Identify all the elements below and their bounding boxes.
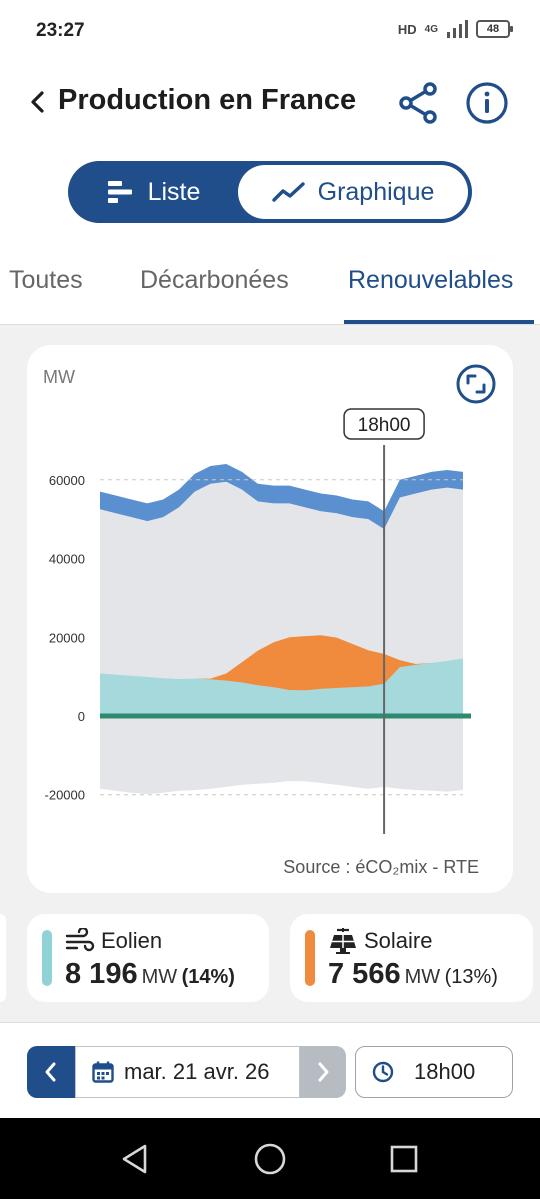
solaire-unit: MW	[404, 966, 441, 988]
line-chart-icon	[271, 182, 305, 202]
chart-view-button[interactable]: Graphique	[238, 165, 468, 219]
tab-decarbonees[interactable]: Décarbonées	[140, 266, 289, 294]
list-icon	[107, 181, 132, 203]
list-view-button[interactable]: Liste	[68, 161, 238, 223]
date-picker[interactable]: mar. 21 avr. 26	[75, 1046, 300, 1098]
back-arrow-icon[interactable]	[24, 88, 52, 116]
chart-view-label: Graphique	[317, 177, 435, 206]
chevron-right-icon	[318, 1062, 329, 1082]
calendar-icon	[92, 1061, 114, 1083]
chart-y-ticks: 60000 40000 20000 0 -20000	[45, 473, 85, 803]
eolien-percent: (14%)	[181, 966, 235, 988]
y-tick-label: 60000	[49, 473, 85, 488]
wind-icon	[65, 928, 95, 952]
next-day-button[interactable]	[300, 1046, 346, 1098]
system-navigation-bar	[0, 1118, 540, 1199]
chevron-left-icon	[45, 1062, 56, 1082]
active-tab-indicator	[344, 320, 534, 324]
stat-card-solaire[interactable]: Solaire 7 566 MW (13%)	[290, 914, 533, 1002]
solaire-name: Solaire	[364, 928, 433, 953]
time-cursor-label-box	[343, 408, 425, 440]
selected-time: 18h00	[414, 1059, 476, 1084]
network-label: HD	[397, 21, 417, 37]
tab-renouvelables[interactable]: Renouvelables	[348, 266, 514, 294]
eolien-value-line: 8 196 MW (14%)	[65, 958, 235, 991]
solaire-percent: (13%)	[444, 966, 498, 988]
nav-home-icon[interactable]	[252, 1141, 288, 1177]
data-source-label: Source : éCO₂mix - RTE	[283, 857, 479, 877]
chart-card: MW 60000 40000 20000 0 -20000 18h00 Source :…	[27, 345, 513, 893]
date-navigation-bar: mar. 21 avr. 26 18h00	[0, 1022, 540, 1118]
view-toggle: Liste Graphique	[68, 161, 472, 223]
time-cursor-label: 18h00	[358, 415, 411, 436]
page-title: Production en France	[58, 84, 357, 116]
main-content: MW 60000 40000 20000 0 -20000 18h00 Source :…	[0, 325, 540, 1022]
stat-card-eolien[interactable]: Eolien 8 196 MW (14%)	[27, 914, 269, 1002]
chart-areas	[100, 464, 463, 796]
expand-icon[interactable]	[455, 363, 497, 405]
solaire-value: 7 566	[328, 958, 401, 990]
clock-icon	[372, 1061, 394, 1083]
info-icon[interactable]	[464, 80, 510, 126]
tab-toutes[interactable]: Toutes	[9, 266, 83, 294]
signal-icon	[447, 20, 468, 38]
eolien-name: Eolien	[101, 928, 163, 953]
y-tick-label: 20000	[49, 630, 85, 645]
status-time: 23:27	[36, 20, 85, 41]
category-tabs: Toutes Décarbonées Renouvelables	[0, 250, 540, 325]
y-tick-label: 40000	[49, 552, 85, 567]
y-tick-label: -20000	[45, 788, 85, 803]
network-type-label: 4G	[424, 23, 438, 35]
previous-stat-card-edge[interactable]	[0, 914, 6, 1002]
share-icon[interactable]	[396, 80, 442, 126]
previous-day-button[interactable]	[27, 1046, 75, 1098]
status-icons: HD 4G 48	[397, 20, 513, 38]
nav-recent-apps-icon[interactable]	[388, 1143, 420, 1175]
battery-icon: 48	[476, 20, 513, 38]
selected-date: mar. 21 avr. 26	[124, 1059, 270, 1084]
nav-back-icon[interactable]	[118, 1142, 152, 1176]
solaire-value-line: 7 566 MW (13%)	[328, 958, 498, 991]
solaire-color-bar	[305, 930, 315, 986]
eolien-color-bar	[42, 930, 52, 986]
chart-unit-label: MW	[43, 367, 75, 387]
production-chart[interactable]: 60000 40000 20000 0 -20000 18h00	[27, 345, 513, 845]
consumption-area	[100, 481, 463, 794]
time-picker[interactable]: 18h00	[355, 1046, 513, 1098]
list-view-label: Liste	[147, 177, 201, 206]
y-tick-label: 0	[78, 709, 85, 724]
eolien-area	[100, 658, 463, 716]
solar-panel-icon	[330, 928, 356, 954]
status-bar: 23:27 HD 4G 48	[0, 0, 540, 64]
eolien-value: 8 196	[65, 958, 138, 990]
app-header: Production en France	[0, 72, 540, 136]
eolien-unit: MW	[141, 966, 178, 988]
solaire-area	[100, 635, 463, 691]
